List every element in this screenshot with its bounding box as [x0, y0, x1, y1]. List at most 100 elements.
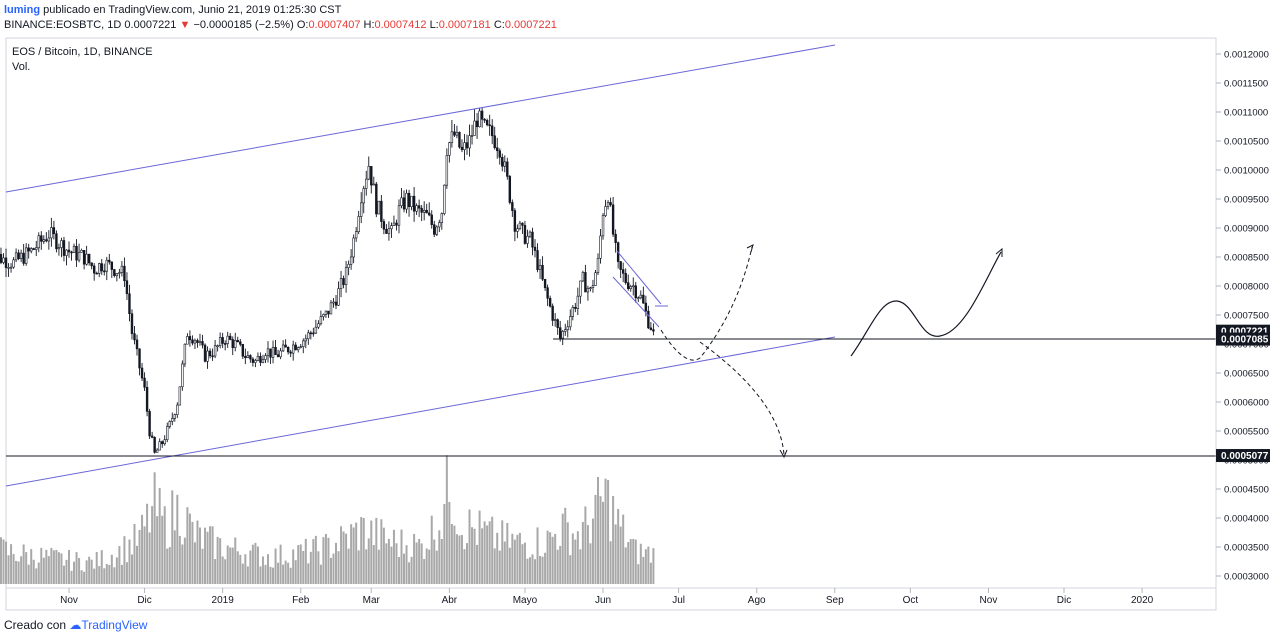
volume-bar: [355, 522, 358, 584]
volume-bar: [551, 536, 554, 584]
high-value: 0.0007412: [374, 19, 427, 31]
volume-bar: [390, 546, 393, 584]
candle-body: [128, 293, 131, 315]
price-label-text: 0.0005077: [1221, 451, 1269, 462]
down-arrow-icon: ▼: [179, 19, 191, 31]
candle-body: [455, 131, 459, 136]
volume-bar: [478, 510, 481, 584]
upper-channel-line[interactable]: [5, 44, 836, 193]
candle-body: [289, 351, 292, 354]
candle-body: [503, 161, 506, 167]
candle-body: [513, 210, 517, 232]
candle-body: [362, 188, 365, 204]
last-price: 0.0007221: [124, 19, 177, 31]
y-tick-label: 0.0003500: [1224, 543, 1269, 554]
volume-bar: [110, 554, 113, 584]
candle-body: [254, 360, 257, 363]
candle-body: [166, 426, 169, 441]
volume-bar: [5, 541, 8, 584]
candle-body: [176, 404, 179, 415]
volume-bar: [256, 546, 259, 584]
volume-bar: [244, 554, 247, 584]
author-name[interactable]: luming: [4, 4, 41, 16]
footer-brand[interactable]: TradingView: [81, 618, 148, 632]
candle-body: [599, 235, 602, 259]
candle-body: [435, 226, 438, 235]
volume-bar: [486, 525, 489, 584]
price-label-text: 0.0007221: [1221, 327, 1269, 338]
volume-bar: [171, 490, 174, 584]
volume-bar: [571, 533, 574, 584]
candle-body: [17, 252, 20, 259]
volume-bar: [307, 563, 310, 584]
candle-body: [271, 346, 275, 358]
volume-bar: [241, 563, 244, 584]
candle-body: [621, 269, 625, 274]
volume-bar: [415, 542, 418, 584]
projection-curve[interactable]: [850, 251, 1002, 357]
candle-body: [397, 205, 401, 226]
volume-bar: [463, 549, 466, 584]
candle-body: [526, 235, 529, 244]
volume-bar: [511, 533, 514, 584]
candle-body: [133, 333, 136, 341]
volume-bar: [526, 558, 529, 584]
volume-bar: [581, 521, 584, 584]
volume-bar: [347, 548, 350, 584]
volume-bar: [332, 553, 335, 584]
time-axis[interactable]: Nov Dic 2019 Feb Mar Abr Mayo Jun Jul Ago Sep Oct No…: [6, 587, 1216, 606]
candle-body: [294, 344, 297, 351]
volume-bar: [642, 556, 645, 584]
candle-body: [186, 336, 189, 345]
candle-body: [614, 233, 617, 243]
volume-bar: [287, 562, 290, 584]
candle-body: [98, 263, 101, 274]
candle-body: [370, 166, 373, 186]
candle-body: [32, 248, 35, 250]
volume-bar: [481, 528, 484, 584]
candle-body: [120, 265, 124, 273]
candle-body: [50, 227, 53, 239]
candle-body: [490, 125, 494, 137]
candle-body: [12, 259, 15, 268]
candle-body: [113, 269, 116, 276]
candle-body: [105, 259, 108, 272]
bearish-dashed-projection[interactable]: [699, 341, 785, 456]
volume-bar: [27, 564, 30, 584]
candle-body: [251, 358, 255, 363]
y-tick-label: 0.0011000: [1224, 108, 1268, 119]
volume-bar: [201, 548, 204, 584]
candle-body: [385, 228, 388, 234]
volume-bar: [586, 525, 589, 584]
candle-body: [473, 120, 476, 136]
volume-bar: [627, 542, 630, 584]
volume-bar: [455, 534, 458, 584]
volume-bar: [50, 547, 53, 584]
candle-body: [140, 367, 144, 379]
volume-bar: [624, 547, 627, 584]
candle-body: [304, 338, 307, 342]
x-tick-label: Dic: [1057, 595, 1071, 606]
wedge-upper-line[interactable]: [616, 250, 662, 305]
volume-bar: [219, 538, 222, 584]
price-axis[interactable]: 0.0003000 0.0003500 0.0004000 0.0004500 0.00…: [1215, 38, 1269, 610]
wedge-lower-line[interactable]: [612, 276, 660, 328]
price-label-box: [1216, 449, 1270, 463]
candle-body: [402, 197, 406, 210]
candle-body: [559, 327, 562, 339]
candle-body: [347, 263, 350, 268]
volume-bar: [458, 535, 461, 584]
candle-body: [561, 331, 564, 339]
lower-channel-line[interactable]: [5, 336, 836, 487]
candle-body: [183, 343, 187, 365]
y-tick-label: 0.0010500: [1224, 137, 1269, 148]
candle-body: [344, 267, 348, 285]
candle-body: [45, 239, 48, 242]
tradingview-logo-icon[interactable]: ☁: [69, 618, 82, 632]
y-tick-label: 0.0008000: [1224, 282, 1269, 293]
volume-bar: [226, 545, 229, 584]
volume-bar: [647, 546, 650, 584]
candle-body: [108, 259, 111, 263]
candle-body: [574, 307, 577, 309]
